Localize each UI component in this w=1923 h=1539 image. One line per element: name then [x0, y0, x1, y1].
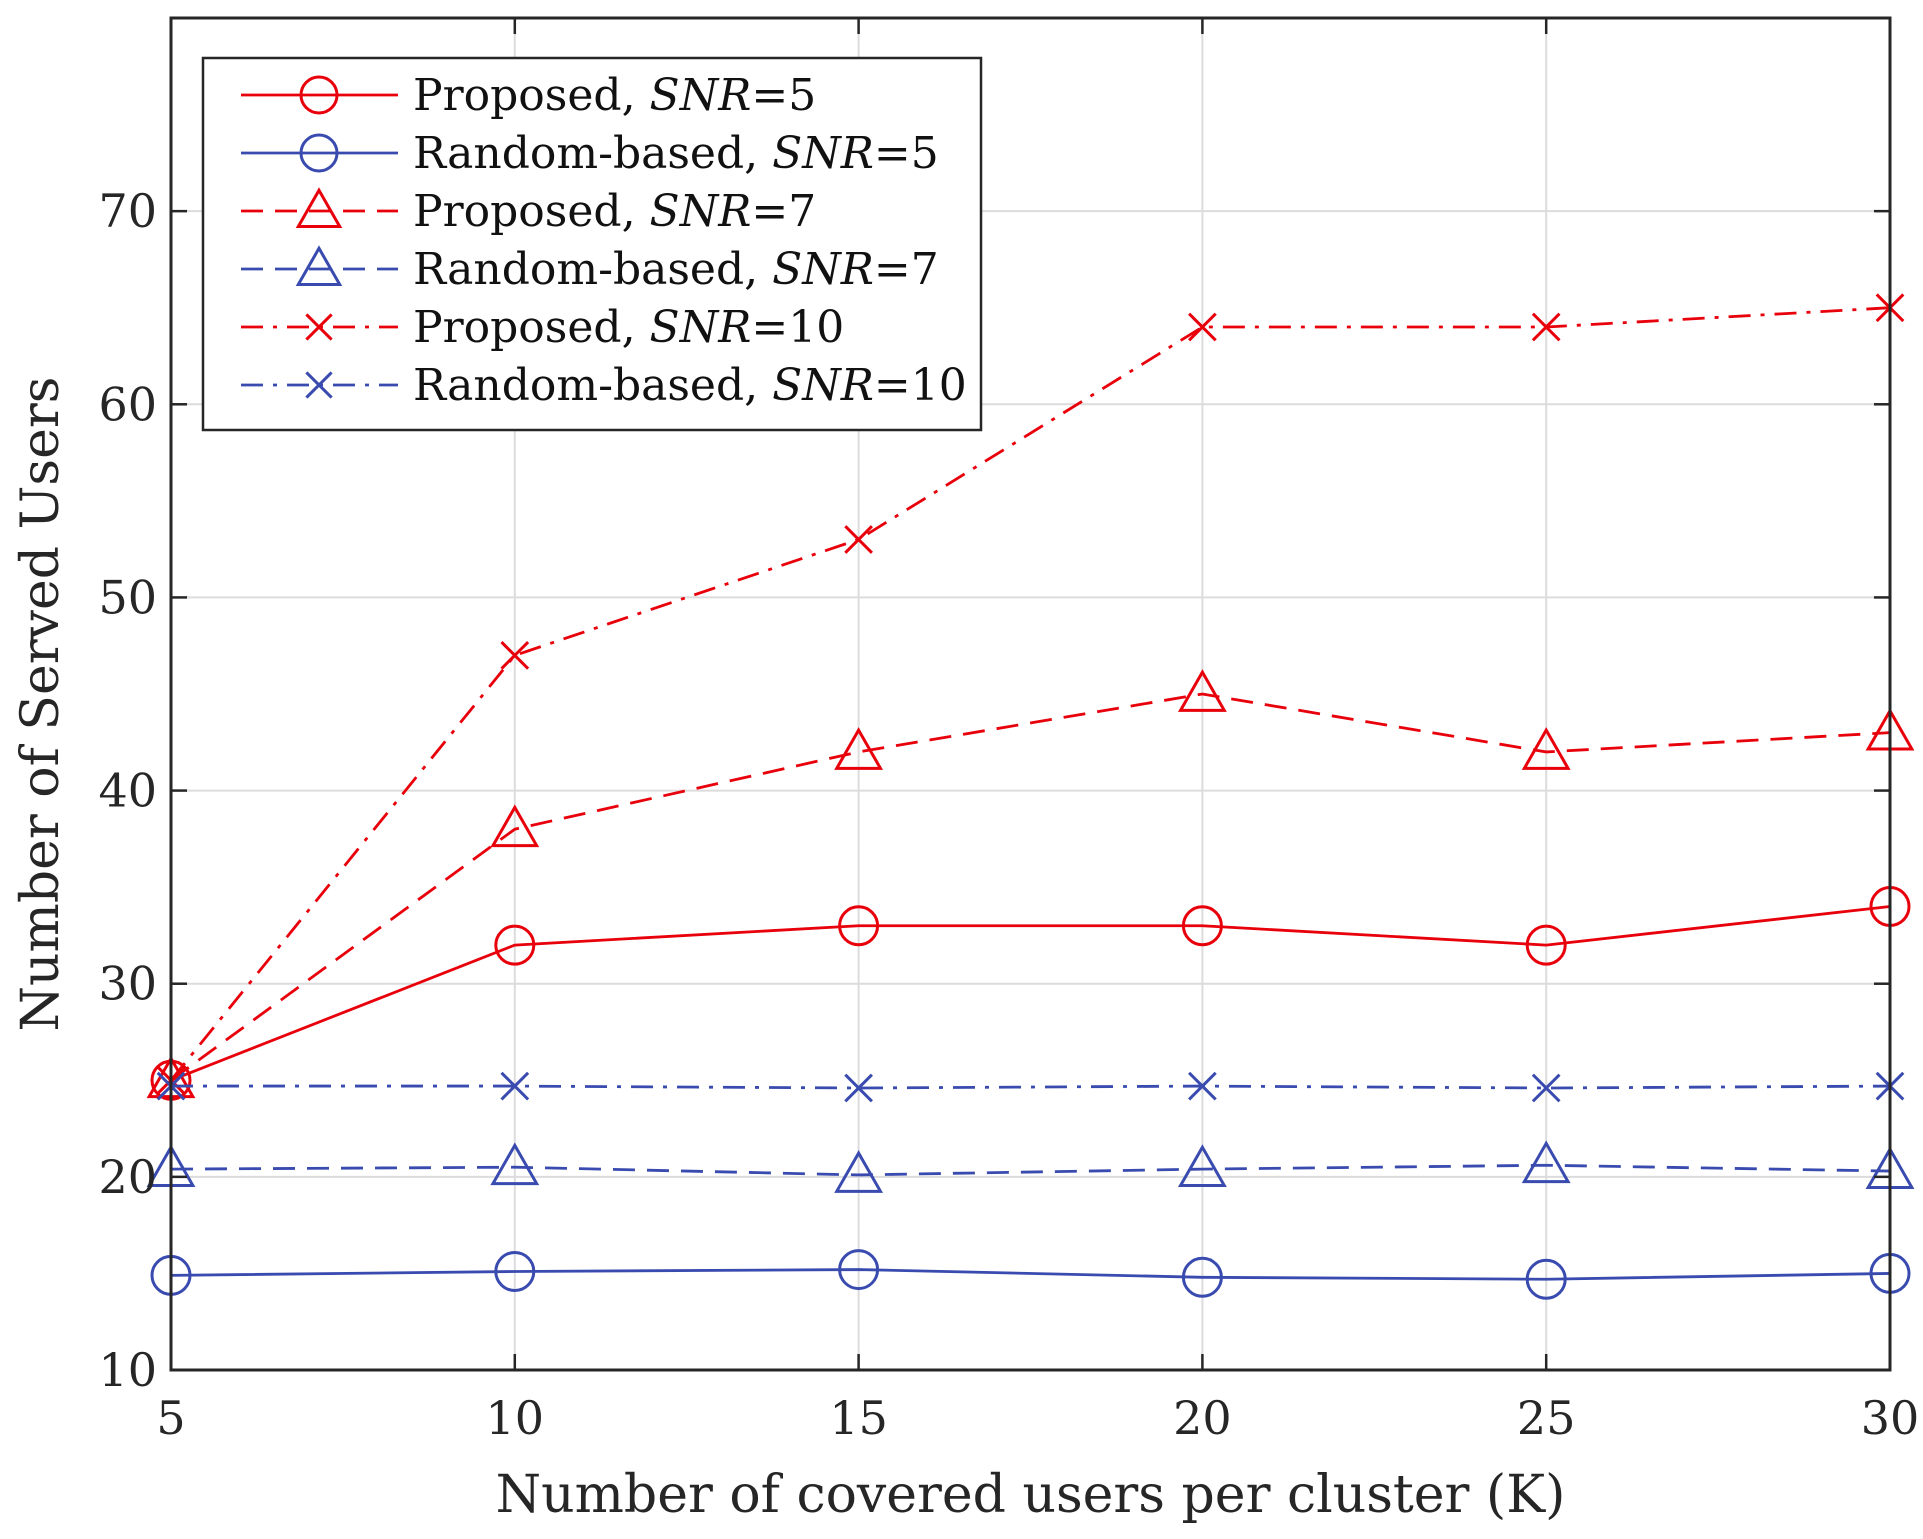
data-point-marker [1521, 727, 1571, 770]
legend-label-prefix: Random-based, [413, 360, 772, 411]
x-tick-label: 30 [1861, 1391, 1920, 1445]
legend-entry: Proposed, SNR=10 [241, 302, 844, 353]
legend-swatch-marker [305, 371, 333, 399]
legend-label-variable: SNR [650, 70, 752, 121]
legend-label-prefix: Proposed, [413, 186, 650, 237]
x-tick-label: 25 [1517, 1391, 1576, 1445]
legend-label: Proposed, SNR=5 [413, 70, 816, 121]
legend-label-value: =7 [874, 244, 939, 295]
y-tick-label: 10 [98, 1343, 157, 1397]
data-point-marker [1177, 669, 1227, 712]
data-point-marker [838, 1249, 880, 1291]
legend-swatch-marker [295, 245, 343, 287]
x-tick-label: 10 [486, 1391, 545, 1445]
legend-entry: Random-based, SNR=5 [241, 128, 939, 179]
data-point-marker [1531, 1073, 1561, 1103]
legend-label: Proposed, SNR=10 [413, 302, 844, 353]
data-point-marker [1188, 312, 1217, 342]
legend-entry: Random-based, SNR=7 [241, 244, 939, 295]
data-point-marker [1181, 905, 1223, 947]
data-point-marker [1177, 1144, 1227, 1188]
x-axis-label: Number of covered users per cluster (K) [496, 1465, 1566, 1525]
series-line [170, 905, 1891, 1082]
series-line [170, 1268, 1891, 1281]
axis-ticks [169, 18, 1892, 1372]
plot-area-border [169, 16, 1892, 1372]
x-tick-label: 20 [1173, 1391, 1232, 1445]
legend-swatch-marker [305, 313, 333, 341]
legend-label-value: =7 [751, 186, 816, 237]
legend-label: Random-based, SNR=5 [413, 128, 939, 179]
legend-label: Random-based, SNR=10 [413, 360, 967, 411]
legend-label-value: =5 [751, 70, 816, 121]
y-tick-label: 30 [98, 957, 157, 1011]
legend-label-prefix: Random-based, [413, 128, 772, 179]
data-point-marker [834, 1150, 884, 1193]
y-tick-label: 50 [98, 570, 157, 624]
series-layer [146, 293, 1915, 1300]
legend-entry: Proposed, SNR=7 [241, 186, 816, 237]
data-point-marker [500, 641, 530, 670]
data-point-marker [1521, 1140, 1571, 1184]
legend-swatch-marker [299, 133, 339, 173]
series-line [171, 1084, 1891, 1090]
legend-box [201, 56, 983, 432]
legend-swatch-marker [295, 187, 343, 229]
data-point-marker [494, 1250, 536, 1292]
series-line [169, 306, 1891, 1082]
x-tick-label: 15 [829, 1391, 888, 1445]
legend-swatch-marker [299, 75, 339, 115]
data-point-marker [1525, 1258, 1567, 1300]
legend-label-variable: SNR [650, 302, 752, 353]
legend-label: Proposed, SNR=7 [413, 186, 816, 237]
data-point-marker [844, 525, 873, 554]
legend-label-value: =10 [751, 302, 844, 353]
legend-label-prefix: Proposed, [413, 302, 650, 353]
data-point-marker [1188, 1071, 1217, 1101]
data-point-marker [494, 924, 536, 966]
legend-label-variable: SNR [772, 360, 874, 411]
legend-label-variable: SNR [772, 128, 874, 179]
y-tick-label: 20 [98, 1150, 157, 1204]
data-point-marker [834, 727, 884, 770]
y-tick-label: 60 [98, 377, 157, 431]
data-point-marker [1525, 924, 1567, 966]
legend-label-variable: SNR [650, 186, 752, 237]
legend-entry: Random-based, SNR=10 [241, 360, 967, 411]
series-5 [156, 1071, 1905, 1103]
data-point-marker [500, 1071, 530, 1101]
y-tick-label: 70 [98, 184, 157, 238]
series-line [170, 692, 1891, 1082]
x-tick-label: 5 [156, 1391, 185, 1445]
legend-label-prefix: Random-based, [413, 244, 772, 295]
y-tick-label: 40 [98, 764, 157, 818]
data-point-marker [838, 905, 880, 947]
series-2 [146, 669, 1915, 1099]
y-axis-label: Number of Served Users [11, 377, 71, 1032]
series-line [170, 1163, 1891, 1177]
data-point-marker [490, 1142, 540, 1186]
legend-label-value: =10 [874, 360, 967, 411]
legend-label-value: =5 [874, 128, 939, 179]
legend-label: Random-based, SNR=7 [413, 244, 939, 295]
data-point-marker [1181, 1256, 1223, 1298]
legend-label-prefix: Proposed, [413, 70, 650, 121]
legend-label-variable: SNR [772, 244, 874, 295]
data-point-marker [490, 804, 540, 848]
legend-entry: Proposed, SNR=5 [241, 70, 816, 121]
data-point-marker [1531, 312, 1561, 342]
data-point-marker [844, 1073, 873, 1103]
